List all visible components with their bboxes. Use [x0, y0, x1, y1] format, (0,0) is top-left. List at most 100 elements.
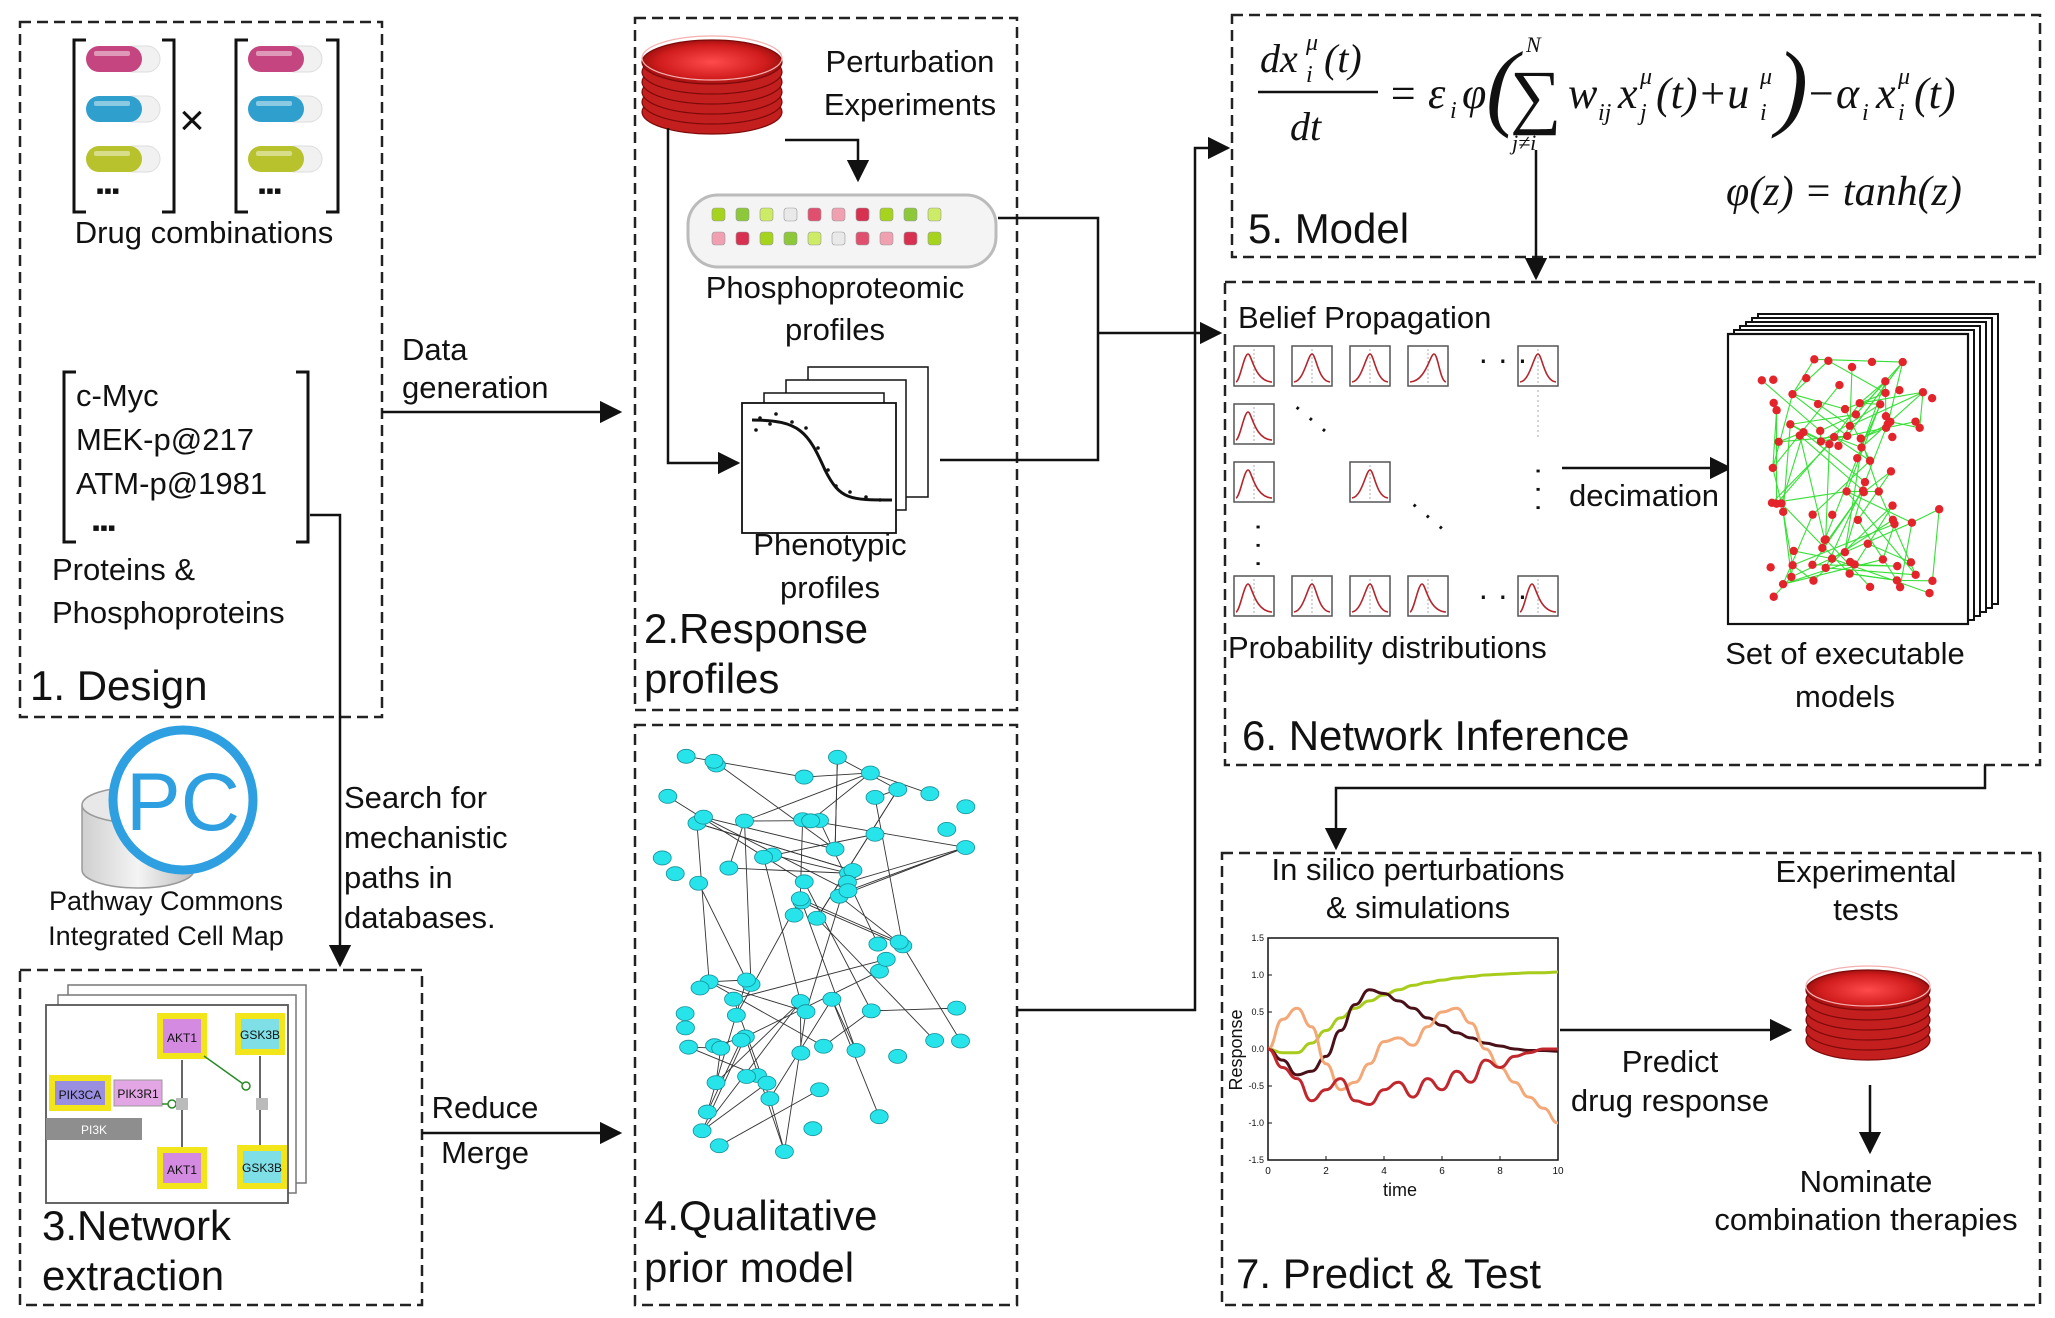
prior-node: [731, 1032, 751, 1048]
prior-node: [868, 936, 888, 952]
prior-node: [754, 849, 773, 865]
nominate-label-1: Nominate: [1800, 1164, 1933, 1199]
model-node: [1855, 398, 1864, 408]
prior-edge: [834, 757, 838, 850]
model-edge: [1793, 550, 1833, 560]
model-node: [1915, 423, 1924, 432]
model-edge: [1776, 436, 1835, 505]
phenotypic-profiles-label: profiles: [780, 570, 880, 605]
prior-node: [814, 1038, 833, 1054]
predict-test-panel: [1220, 851, 2042, 1307]
prior-node: [803, 1121, 823, 1137]
model-edge: [1887, 361, 1904, 425]
model-edge: [1772, 410, 1778, 468]
model-title: 5. Model: [1248, 205, 1409, 252]
pc-circle: [108, 725, 258, 875]
prior-node: [920, 786, 940, 802]
prior-node: [838, 883, 858, 899]
data-point: [804, 426, 808, 430]
probability-curve: [1409, 353, 1447, 383]
array-spot: [807, 207, 822, 222]
model-node: [1911, 570, 1920, 579]
model-edge: [1782, 558, 1884, 585]
model-node: [1911, 417, 1920, 426]
array-spot: [879, 231, 894, 246]
model-node: [1843, 431, 1852, 441]
probability-curve: [1235, 411, 1273, 441]
svg-text:i: i: [1306, 62, 1313, 88]
model-edge: [1863, 470, 1892, 493]
predict-test-title: 7. Predict & Test: [1236, 1250, 1541, 1297]
model-node: [1859, 487, 1868, 497]
pi3k-complex: [46, 1118, 142, 1140]
model-node: [1925, 588, 1934, 598]
model-node: [1881, 377, 1890, 386]
prior-node: [861, 1003, 881, 1019]
model-node: [1907, 518, 1917, 527]
pill-highlight: [94, 151, 130, 156]
gsk3b-label-top: GSK3B: [240, 1028, 280, 1042]
x-tick-label: 10: [1552, 1166, 1564, 1177]
gsk3b-node-bottom: [237, 1145, 287, 1189]
model-node: [1827, 554, 1837, 563]
prior-node: [760, 1091, 780, 1106]
svg-text:ε: ε: [1428, 69, 1446, 118]
model-edge: [1846, 361, 1904, 437]
phosphoproteomic-array: [686, 193, 998, 269]
dose-response-curve: [751, 418, 893, 502]
pik3r1-label: PIK3R1: [117, 1087, 159, 1101]
data-point: [754, 428, 758, 432]
model-node: [1809, 576, 1818, 585]
svg-text:): ): [1771, 32, 1808, 139]
model-node: [1788, 561, 1797, 570]
model-edge: [1799, 435, 1826, 541]
model-edge: [1857, 471, 1892, 521]
prior-edge: [847, 847, 966, 892]
svg-text:μ: μ: [1305, 30, 1318, 56]
response-title-2: profiles: [644, 655, 779, 702]
array-slide: [686, 193, 998, 269]
prior-node: [822, 991, 842, 1007]
svg-text:∑: ∑: [1510, 56, 1561, 136]
probability-distributions-label: Probability distributions: [1228, 630, 1547, 665]
svg-text:j: j: [1637, 100, 1647, 126]
model-node: [1898, 357, 1907, 367]
model-node: [1769, 592, 1778, 601]
model-node: [1876, 400, 1885, 409]
simulation-chart: 0 2 4 6 8 10 1.5 1.0 0.5 0.0 -0.5 -1.0 -1.5 time Res…: [1226, 933, 1564, 1200]
model-node: [1787, 572, 1796, 582]
prior-edge: [696, 823, 710, 982]
prior-edge: [744, 820, 752, 985]
model-edge: [1792, 360, 1829, 395]
array-spot: [903, 207, 918, 222]
model-node: [1820, 535, 1829, 545]
model-node: [1881, 388, 1890, 398]
model-node: [1835, 380, 1844, 390]
prior-node: [737, 1069, 756, 1084]
model-edge: [1860, 427, 1887, 439]
experiments-label: Experiments: [824, 87, 996, 122]
prior-edge: [769, 1098, 785, 1152]
right-bracket-close: [326, 38, 340, 214]
prior-node: [888, 782, 908, 797]
model-node: [1865, 456, 1875, 465]
data-point: [834, 484, 838, 488]
pill-icon: [248, 96, 304, 122]
model-node: [1928, 576, 1937, 586]
akt1-node-top: [157, 1013, 207, 1059]
in-silico-label-1: In silico perturbations: [1272, 852, 1565, 887]
svg-text:i: i: [1862, 100, 1869, 126]
model-edge: [1859, 391, 1924, 404]
protein-list: c-Myc MEK-p@217 ATM-p@1981 ▪▪▪: [62, 370, 310, 544]
model-node: [1828, 510, 1837, 519]
x-tick-label: 8: [1497, 1166, 1503, 1177]
svg-text:μ: μ: [1759, 64, 1772, 90]
array-spot: [879, 207, 894, 222]
petri-dish: [1805, 969, 1931, 1011]
array-spot: [927, 207, 942, 222]
prior-node: [676, 748, 696, 764]
y-tick-label: -1.5: [1248, 1155, 1264, 1165]
network-extraction-title-2: extraction: [42, 1252, 224, 1299]
prior-node: [676, 1020, 695, 1036]
model-node: [1890, 519, 1899, 529]
